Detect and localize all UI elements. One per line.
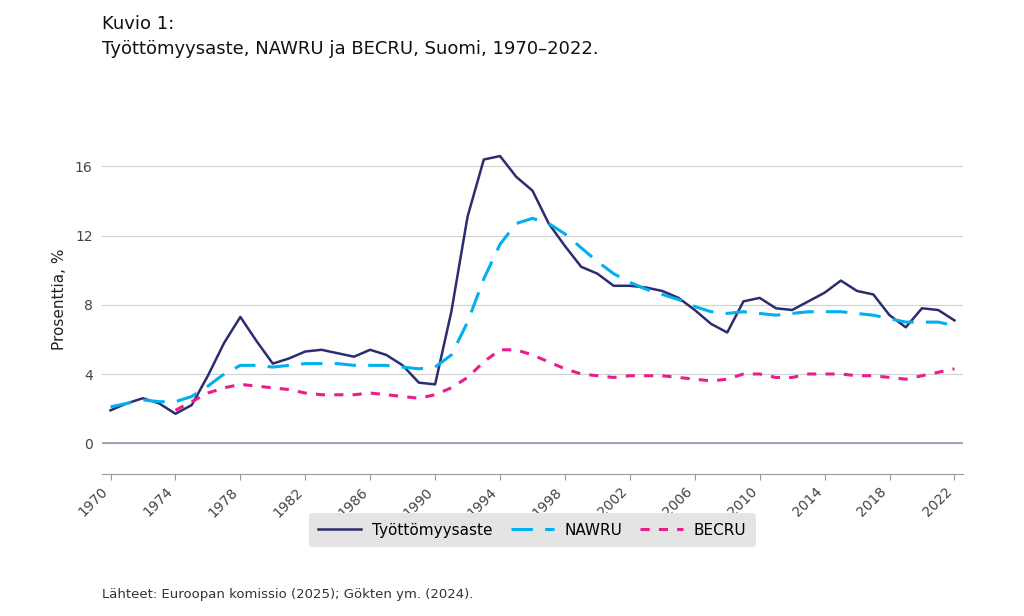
Text: Lähteet: Euroopan komissio (2025); Gökten ym. (2024).: Lähteet: Euroopan komissio (2025); Gökte… (102, 588, 474, 601)
Y-axis label: Prosenttia, %: Prosenttia, % (51, 248, 67, 349)
Text: Työttömyysaste, NAWRU ja BECRU, Suomi, 1970–2022.: Työttömyysaste, NAWRU ja BECRU, Suomi, 1… (102, 40, 599, 58)
Legend: Työttömyysaste, NAWRU, BECRU: Työttömyysaste, NAWRU, BECRU (309, 513, 756, 547)
X-axis label: Vuosi: Vuosi (512, 528, 553, 543)
Text: Kuvio 1:: Kuvio 1: (102, 15, 175, 33)
